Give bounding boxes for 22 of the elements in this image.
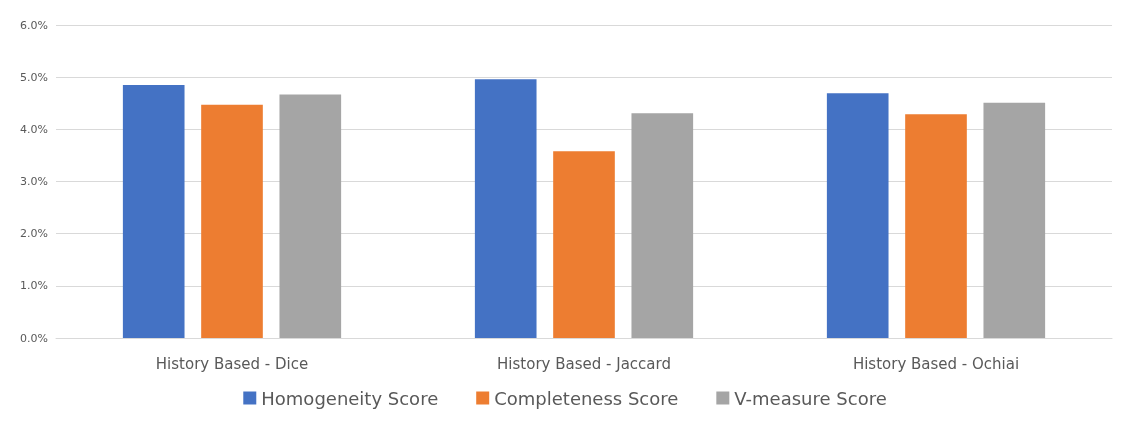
bar	[826, 93, 889, 338]
y-tick-label: 3.0%	[20, 175, 48, 188]
legend-label: Completeness Score	[494, 387, 679, 409]
y-tick-label: 6.0%	[20, 18, 48, 32]
bar	[631, 113, 694, 338]
y-tick-label: 5.0%	[20, 70, 48, 84]
x-tick-label: History Based - Jaccard	[497, 354, 671, 373]
legend-label: V-measure Score	[734, 387, 887, 409]
y-tick-label: 4.0%	[20, 122, 48, 136]
x-tick-label: History Based - Ochiai	[852, 354, 1020, 373]
legend-label: Homogeneity Score	[261, 387, 439, 409]
bar	[474, 79, 537, 338]
bar	[279, 94, 342, 338]
y-tick-label: 0.0%	[20, 331, 48, 345]
x-tick-label: History Based - Dice	[155, 354, 309, 373]
bar	[905, 114, 967, 338]
bar	[553, 151, 615, 338]
bar	[122, 84, 185, 338]
y-tick-label: 1.0%	[20, 279, 48, 293]
bar	[983, 102, 1046, 338]
bar	[201, 104, 263, 338]
y-tick-label: 2.0%	[20, 227, 48, 241]
